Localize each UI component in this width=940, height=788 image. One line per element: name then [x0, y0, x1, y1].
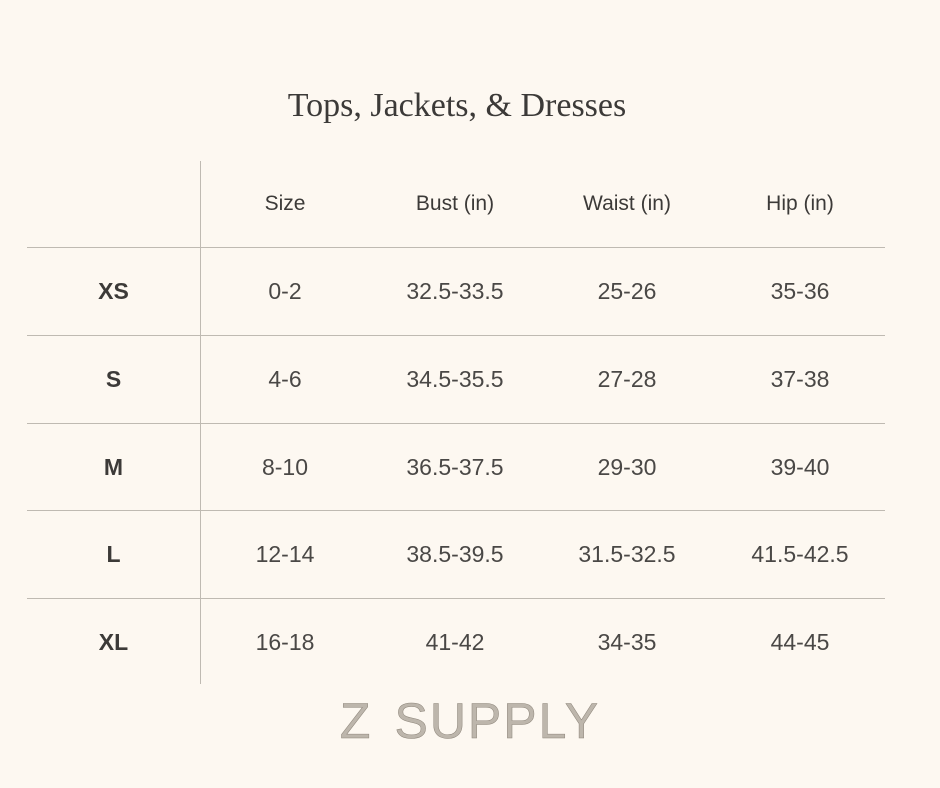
svg-text:ZSUPPLY: Z SUPPLY — [340, 696, 600, 749]
